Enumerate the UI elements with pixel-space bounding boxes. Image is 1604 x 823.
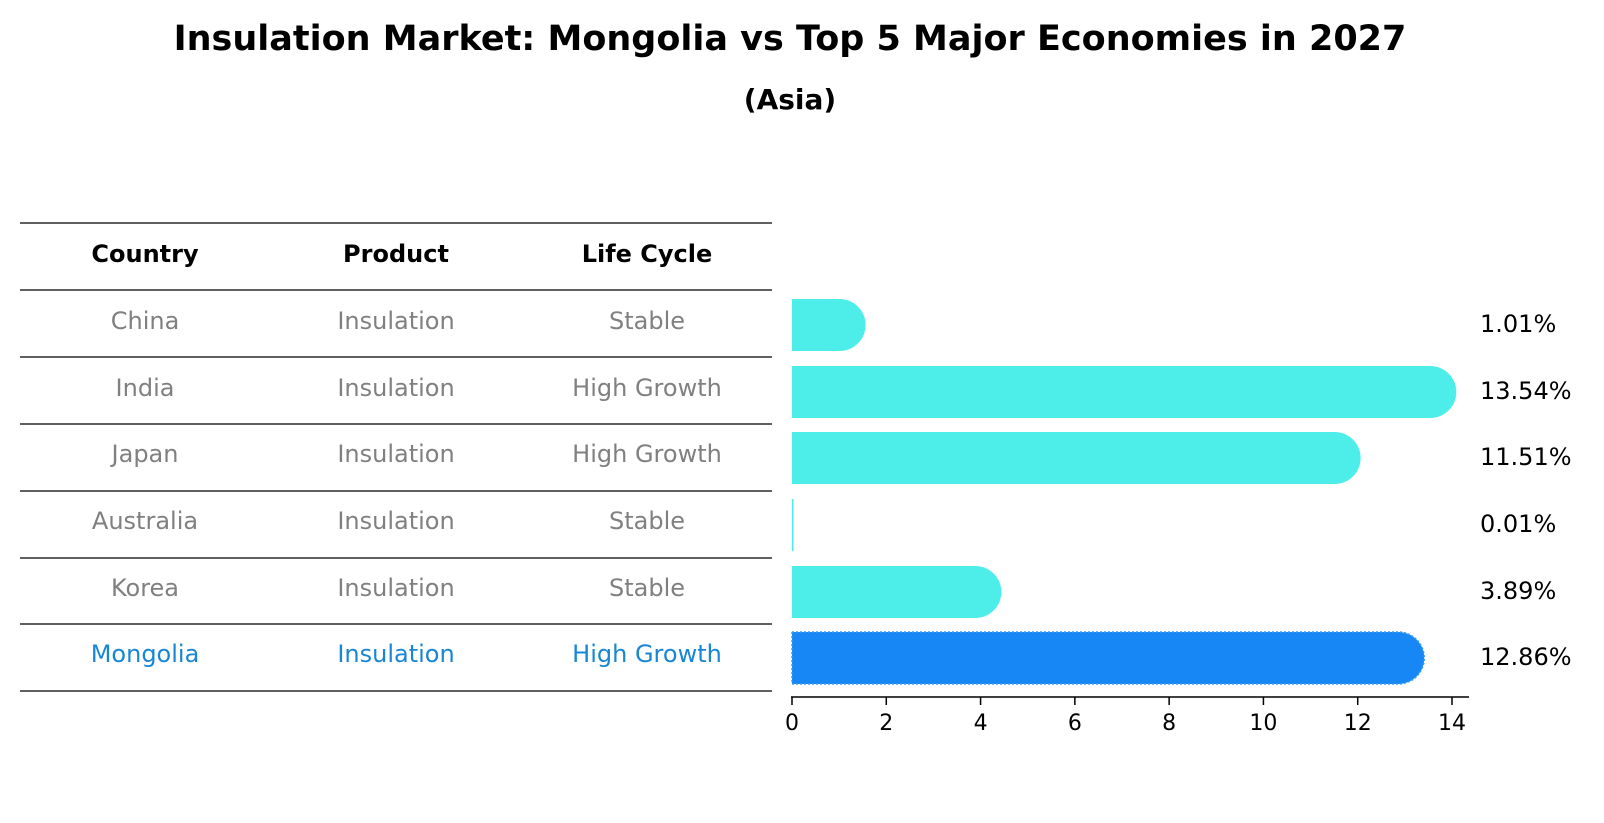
chart-subtitle: (Asia) (744, 83, 836, 116)
table-row: Korea Insulation Stable (111, 574, 685, 602)
x-tick-label: 14 (1438, 711, 1466, 736)
life-cycle-cell: Stable (609, 507, 685, 535)
product-cell: Insulation (337, 374, 454, 402)
life-cycle-cell: Stable (609, 574, 685, 602)
life-cycle-cell: High Growth (572, 374, 722, 402)
bar-india (792, 366, 1457, 418)
x-tick-label: 0 (785, 711, 799, 736)
bar-mongolia (791, 631, 1426, 685)
country-cell: Australia (92, 507, 198, 535)
product-header: Product (343, 240, 449, 268)
country-cell: Japan (110, 440, 179, 468)
value-labels: 1.01% 13.54% 11.51% 0.01% 3.89% 12.86% (1480, 310, 1572, 671)
x-tick-label: 4 (974, 711, 988, 736)
bar-china (792, 299, 866, 351)
value-label-korea: 3.89% (1480, 577, 1556, 605)
x-tick-label: 8 (1162, 711, 1176, 736)
table-row: Japan Insulation High Growth (110, 440, 722, 468)
x-tick-label: 2 (879, 711, 893, 736)
table-row: Australia Insulation Stable (92, 507, 685, 535)
bar-japan (792, 432, 1361, 484)
value-label-china: 1.01% (1480, 310, 1556, 338)
country-cell: Korea (111, 574, 179, 602)
data-table: Country Product Life Cycle China Insulation S… (20, 222, 772, 692)
value-label-mongolia: 12.86% (1480, 643, 1572, 671)
value-label-japan: 11.51% (1480, 443, 1572, 471)
country-cell: Mongolia (91, 640, 200, 668)
x-tick-label: 6 (1068, 711, 1082, 736)
country-header: Country (91, 240, 199, 268)
product-cell: Insulation (337, 574, 454, 602)
life-cycle-header: Life Cycle (582, 240, 713, 268)
life-cycle-cell: High Growth (572, 440, 722, 468)
table-row: China Insulation Stable (111, 307, 685, 335)
bar-korea (792, 566, 1002, 618)
product-cell: Insulation (337, 507, 454, 535)
country-cell: India (116, 374, 175, 402)
x-tick-label: 12 (1344, 711, 1372, 736)
x-tick-label: 10 (1249, 711, 1277, 736)
value-label-india: 13.54% (1480, 377, 1572, 405)
table-row: India Insulation High Growth (116, 374, 722, 402)
bar-australia (792, 499, 794, 551)
chart-title: Insulation Market: Mongolia vs Top 5 Maj… (174, 19, 1407, 59)
product-cell: Insulation (337, 440, 454, 468)
life-cycle-cell: Stable (609, 307, 685, 335)
x-axis: 0 2 4 6 8 10 12 14 (785, 696, 1469, 736)
bar-series (791, 299, 1457, 685)
product-cell: Insulation (337, 307, 454, 335)
country-cell: China (111, 307, 180, 335)
table-row: Mongolia Insulation High Growth (91, 640, 722, 668)
product-cell: Insulation (337, 640, 454, 668)
life-cycle-cell: High Growth (572, 640, 722, 668)
value-label-australia: 0.01% (1480, 510, 1556, 538)
